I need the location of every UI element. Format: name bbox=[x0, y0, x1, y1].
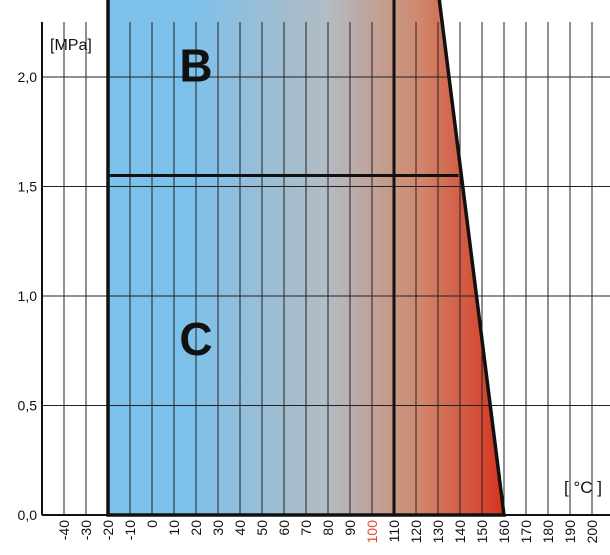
x-tick-label-0: 0 bbox=[144, 520, 160, 528]
x-tick-label-30: 30 bbox=[210, 520, 226, 536]
zone-label-c: C bbox=[179, 313, 212, 365]
x-tick-label-190: 190 bbox=[562, 520, 578, 544]
y-axis-label: [MPa] bbox=[50, 37, 92, 54]
x-tick-label-140: 140 bbox=[452, 520, 468, 544]
x-tick-label--40: -40 bbox=[56, 520, 72, 540]
x-tick-label-170: 170 bbox=[518, 520, 534, 544]
x-tick-label-120: 120 bbox=[408, 520, 424, 544]
y-tick-label-2,0: 2,0 bbox=[18, 69, 38, 85]
outline-layer: ABC bbox=[41, 0, 610, 517]
x-tick-label-70: 70 bbox=[298, 520, 314, 536]
x-tick-label--10: -10 bbox=[122, 520, 138, 540]
axis-layer: 0,00,51,01,52,02,53,03,54,04,5-40-30-20-… bbox=[18, 69, 600, 544]
zone-label-b: B bbox=[179, 39, 212, 91]
x-tick-label-180: 180 bbox=[540, 520, 556, 544]
y-tick-label-1,0: 1,0 bbox=[18, 288, 38, 304]
x-tick-label-110: 110 bbox=[386, 520, 402, 543]
x-tick-label-20: 20 bbox=[188, 520, 204, 536]
x-tick-label-60: 60 bbox=[276, 520, 292, 536]
label-layer: [MPa] [ °C ] bbox=[50, 37, 602, 497]
x-tick-label-10: 10 bbox=[166, 520, 182, 536]
x-tick-label-80: 80 bbox=[320, 520, 336, 536]
x-axis-label: [ °C ] bbox=[564, 478, 602, 497]
x-tick-label-100: 100 bbox=[364, 520, 380, 544]
x-tick-label-90: 90 bbox=[342, 520, 358, 536]
x-tick-label-40: 40 bbox=[232, 520, 248, 536]
x-tick-label--30: -30 bbox=[78, 520, 94, 540]
x-tick-label-150: 150 bbox=[474, 520, 490, 544]
operating-region-outline bbox=[106, 0, 506, 517]
x-tick-label-50: 50 bbox=[254, 520, 270, 536]
x-tick-label-160: 160 bbox=[496, 520, 512, 544]
y-tick-label-1,5: 1,5 bbox=[18, 179, 38, 195]
x-tick-label--20: -20 bbox=[100, 520, 116, 540]
x-tick-label-200: 200 bbox=[584, 520, 600, 544]
x-tick-label-130: 130 bbox=[430, 520, 446, 544]
y-tick-label-0,5: 0,5 bbox=[18, 398, 38, 414]
y-tick-label-0,0: 0,0 bbox=[18, 507, 38, 523]
